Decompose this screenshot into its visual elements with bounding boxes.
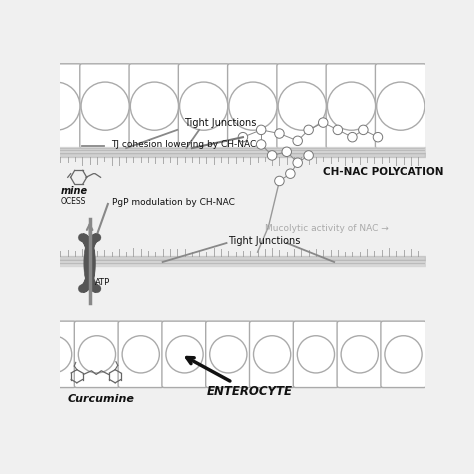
Text: ATP: ATP: [95, 278, 110, 287]
Circle shape: [130, 82, 179, 130]
Circle shape: [81, 82, 129, 130]
Circle shape: [122, 336, 159, 373]
Text: TJ cohesion lowering by CH-NAC: TJ cohesion lowering by CH-NAC: [111, 140, 257, 149]
Text: Tight Junctions: Tight Junctions: [184, 118, 257, 128]
Circle shape: [274, 129, 284, 138]
Circle shape: [229, 82, 277, 130]
Circle shape: [293, 136, 302, 146]
Circle shape: [278, 82, 326, 130]
Circle shape: [304, 125, 313, 135]
Circle shape: [333, 125, 343, 135]
Text: PgP modulation by CH-NAC: PgP modulation by CH-NAC: [111, 199, 235, 207]
FancyBboxPatch shape: [129, 64, 180, 148]
Circle shape: [274, 176, 284, 186]
Circle shape: [256, 125, 266, 135]
Circle shape: [282, 147, 292, 156]
Circle shape: [78, 336, 116, 373]
FancyBboxPatch shape: [74, 321, 119, 388]
Circle shape: [341, 336, 378, 373]
Text: ENTEROCYTE: ENTEROCYTE: [187, 357, 292, 398]
Circle shape: [359, 125, 368, 135]
FancyBboxPatch shape: [30, 321, 76, 388]
Circle shape: [304, 151, 313, 160]
Circle shape: [254, 336, 291, 373]
Circle shape: [267, 151, 277, 160]
Circle shape: [180, 82, 228, 130]
Text: CH-NAC POLYCATION: CH-NAC POLYCATION: [323, 167, 444, 177]
Circle shape: [293, 158, 302, 167]
Circle shape: [319, 118, 328, 128]
Circle shape: [286, 169, 295, 178]
FancyBboxPatch shape: [375, 64, 426, 148]
FancyBboxPatch shape: [162, 321, 207, 388]
FancyBboxPatch shape: [228, 64, 278, 148]
FancyBboxPatch shape: [30, 64, 81, 148]
FancyBboxPatch shape: [118, 321, 164, 388]
FancyBboxPatch shape: [80, 64, 130, 148]
Circle shape: [166, 336, 203, 373]
FancyBboxPatch shape: [293, 321, 338, 388]
Circle shape: [35, 336, 72, 373]
Circle shape: [32, 82, 80, 130]
Circle shape: [385, 336, 422, 373]
Text: Curcumine: Curcumine: [68, 394, 135, 404]
Text: Mucolytic activity of NAC →: Mucolytic activity of NAC →: [265, 224, 389, 233]
FancyBboxPatch shape: [178, 64, 229, 148]
FancyBboxPatch shape: [326, 64, 377, 148]
FancyBboxPatch shape: [277, 64, 328, 148]
Circle shape: [373, 132, 383, 142]
FancyBboxPatch shape: [381, 321, 426, 388]
Circle shape: [328, 82, 375, 130]
Text: mine: mine: [61, 186, 88, 196]
Circle shape: [347, 132, 357, 142]
Circle shape: [210, 336, 247, 373]
Circle shape: [297, 336, 335, 373]
FancyBboxPatch shape: [249, 321, 295, 388]
Text: Tight Junctions: Tight Junctions: [228, 236, 301, 246]
Circle shape: [256, 140, 266, 149]
Circle shape: [238, 132, 248, 142]
FancyBboxPatch shape: [206, 321, 251, 388]
Circle shape: [377, 82, 425, 130]
FancyBboxPatch shape: [337, 321, 383, 388]
Text: OCESS: OCESS: [61, 197, 86, 206]
